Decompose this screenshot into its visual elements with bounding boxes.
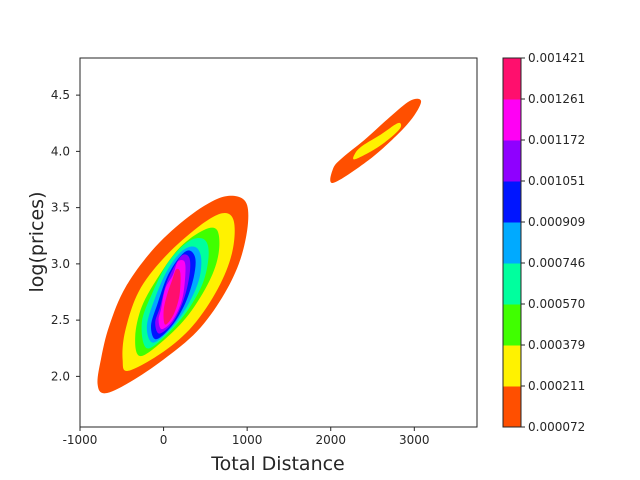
x-tick-label: -1000 [63,433,98,447]
colorbar-tick-label: 0.000072 [528,420,585,434]
colorbar-tick-label: 0.000746 [528,256,585,270]
x-tick-label: 2000 [315,433,346,447]
colorbar: 0.000072 0.000211 0.000379 0.000570 0.000746… [502,51,585,434]
colorbar-segment [503,222,521,264]
x-tick-label: 1000 [232,433,263,447]
colorbar-frame [502,57,522,428]
colorbar-tick-label: 0.000570 [528,297,585,311]
y-axis-ticks: 2.0 2.5 3.0 3.5 4.0 4.5 [51,88,80,383]
y-tick-label: 4.0 [51,144,70,158]
colorbar-tick-label: 0.000379 [528,338,585,352]
colorbar-tick-label: 0.001421 [528,51,585,65]
y-tick-label: 2.5 [51,313,70,327]
x-axis-ticks: -1000 0 1000 2000 3000 [63,427,430,447]
y-axis-label: log(prices) [26,192,48,293]
y-tick-label: 4.5 [51,88,70,102]
contour-secondary-level-2 [353,122,402,160]
y-tick-label: 2.0 [51,369,70,383]
colorbar-tick-label: 0.000211 [528,379,585,393]
x-tick-label: 0 [160,433,168,447]
colorbar-tick-label: 0.000909 [528,215,585,229]
colorbar-segment [503,58,521,100]
colorbar-tick-label: 0.001261 [528,92,585,106]
x-tick-label: 3000 [399,433,430,447]
colorbar-segment [503,140,521,182]
y-tick-label: 3.0 [51,257,70,271]
colorbar-segment [503,304,521,346]
colorbar-segment [503,181,521,223]
colorbar-tick-label: 0.001051 [528,174,585,188]
colorbar-segment [503,263,521,305]
colorbar-segment [503,345,521,387]
colorbar-tick-label: 0.001172 [528,133,585,147]
colorbar-segment [503,99,521,141]
y-tick-label: 3.5 [51,201,70,215]
colorbar-segment [503,386,521,428]
contour-main-level-9 [163,268,181,325]
x-axis-label: Total Distance [210,453,345,475]
contour-plot-area [97,98,422,394]
plot-frame [79,57,478,428]
